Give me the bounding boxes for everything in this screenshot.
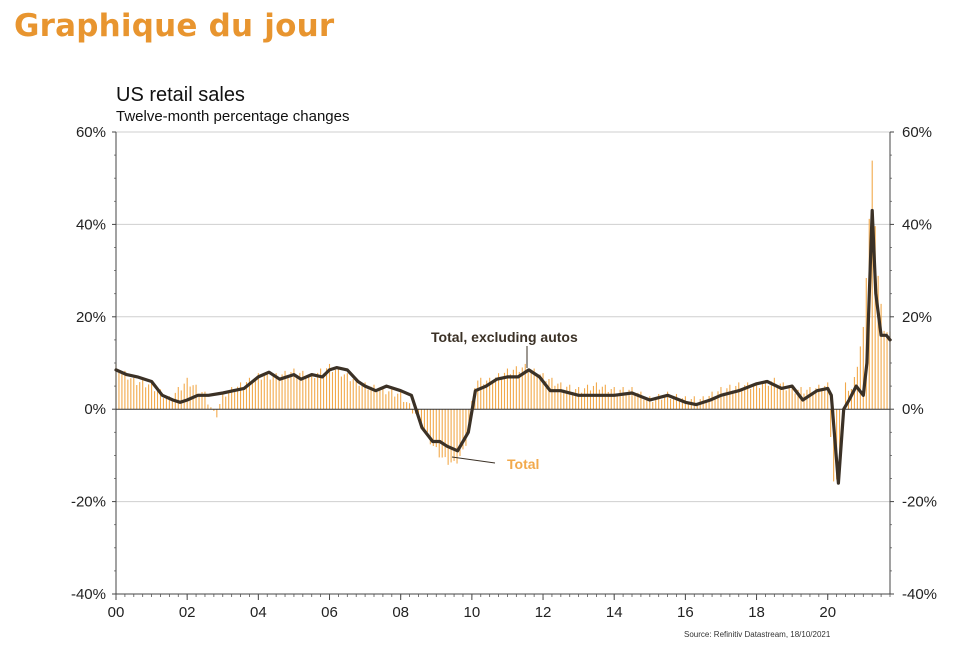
source-note: Source: Refinitiv Datastream, 18/10/2021: [684, 630, 831, 639]
y-tick-label-right: 60%: [902, 124, 932, 141]
y-tick-label-right: -20%: [902, 494, 937, 511]
x-tick-label: 18: [748, 604, 765, 621]
x-tick-label: 06: [321, 604, 338, 621]
chart-subtitle: Twelve-month percentage changes: [116, 108, 350, 125]
x-tick-label: 08: [392, 604, 409, 621]
total-leader-line: [451, 456, 496, 464]
excl-autos-label: Total, excluding autos: [431, 329, 578, 345]
x-tick-label: 10: [464, 604, 481, 621]
y-tick-label-left: 20%: [76, 309, 106, 326]
tick-labels: 60% 60%40% 40%20% 20%0% 0%-20% -20%-40% -40%00…: [71, 124, 937, 621]
total-label: Total: [507, 456, 539, 472]
axes: [112, 131, 894, 600]
total-bars: [115, 160, 891, 482]
x-tick-label: 00: [108, 604, 125, 621]
x-tick-label: 12: [535, 604, 552, 621]
annotations: Total, excluding autos Total: [431, 329, 578, 472]
x-tick-label: 16: [677, 604, 694, 621]
y-tick-label-right: 20%: [902, 309, 932, 326]
grid-lines: [116, 131, 890, 595]
excl-autos-line: [114, 208, 892, 485]
y-tick-label-right: 40%: [902, 216, 932, 233]
x-tick-label: 02: [179, 604, 196, 621]
y-tick-label-left: 40%: [76, 216, 106, 233]
x-tick-label: 20: [819, 604, 836, 621]
y-tick-label-left: -20%: [71, 494, 106, 511]
y-tick-label-left: 0%: [84, 401, 106, 418]
y-tick-label-right: 0%: [902, 401, 924, 418]
y-tick-label-left: -40%: [71, 586, 106, 603]
y-tick-label-left: 60%: [76, 124, 106, 141]
x-tick-label: 14: [606, 604, 623, 621]
x-tick-label: 04: [250, 604, 267, 621]
y-tick-label-right: -40%: [902, 586, 937, 603]
page-title: Graphique du jour: [14, 8, 335, 44]
chart-title: US retail sales: [116, 84, 245, 106]
excl-autos-line-series: [114, 208, 892, 485]
